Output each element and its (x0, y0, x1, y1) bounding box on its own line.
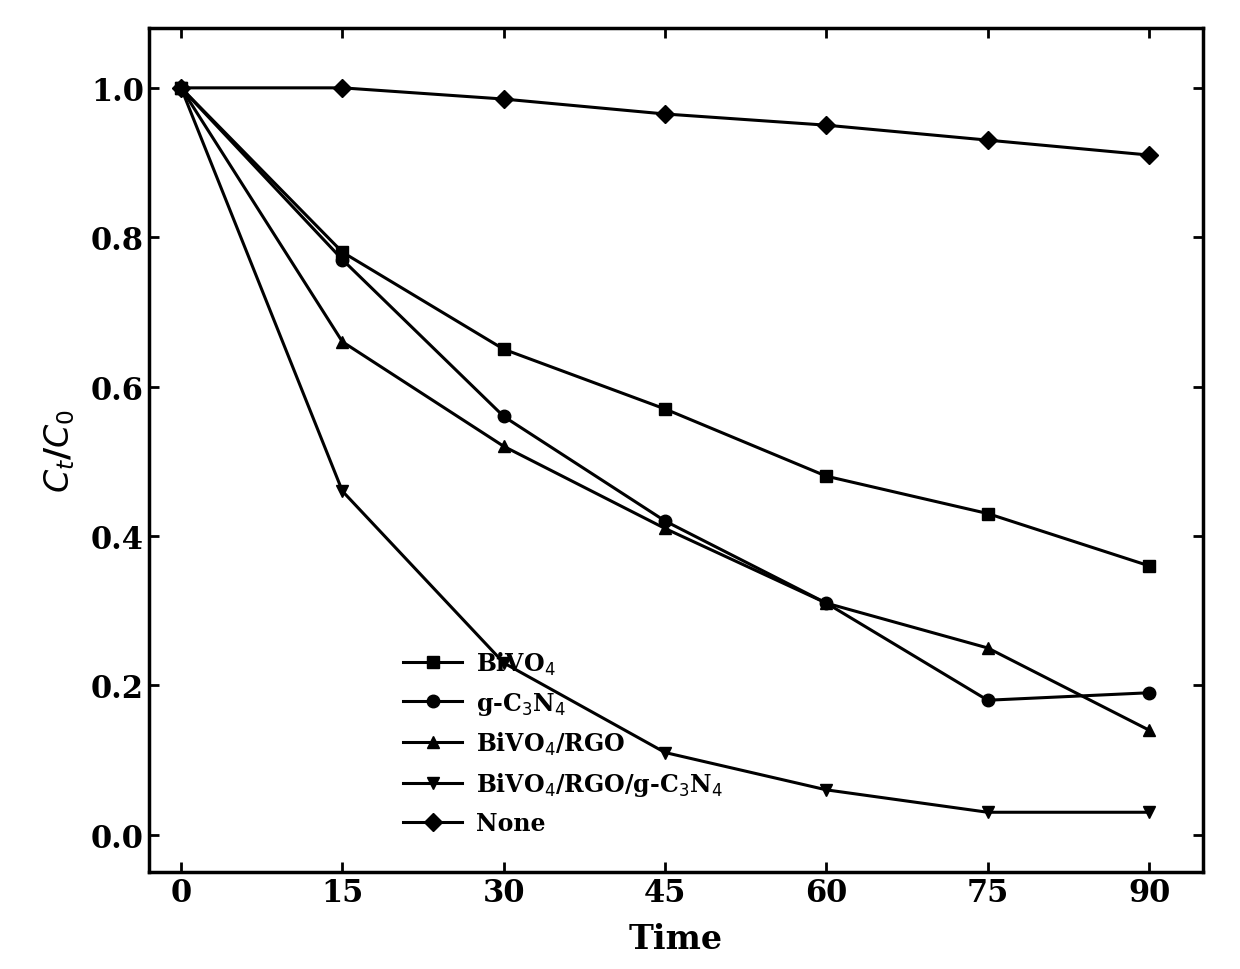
Line: BiVO$_4$: BiVO$_4$ (175, 82, 1156, 573)
BiVO$_4$/RGO (981, 642, 996, 654)
BiVO$_4$/RGO (1142, 725, 1157, 736)
g-C$_3$N$_4$ (657, 516, 672, 527)
BiVO$_4$ (496, 344, 511, 356)
None (335, 83, 350, 95)
g-C$_3$N$_4$ (981, 695, 996, 706)
BiVO$_4$/RGO/g-C$_3$N$_4$ (818, 784, 833, 796)
BiVO$_4$/RGO/g-C$_3$N$_4$ (174, 83, 188, 95)
BiVO$_4$ (174, 83, 188, 95)
BiVO$_4$ (981, 508, 996, 519)
BiVO$_4$/RGO/g-C$_3$N$_4$ (1142, 806, 1157, 818)
Line: BiVO$_4$/RGO/g-C$_3$N$_4$: BiVO$_4$/RGO/g-C$_3$N$_4$ (175, 82, 1156, 819)
X-axis label: Time: Time (629, 922, 723, 954)
BiVO$_4$/RGO (335, 336, 350, 348)
None (496, 94, 511, 106)
BiVO$_4$/RGO (496, 441, 511, 453)
None (174, 83, 188, 95)
Y-axis label: $C_t$/$C_0$: $C_t$/$C_0$ (42, 409, 77, 492)
Line: BiVO$_4$/RGO: BiVO$_4$/RGO (175, 82, 1156, 736)
None (981, 135, 996, 146)
g-C$_3$N$_4$ (1142, 687, 1157, 699)
BiVO$_4$/RGO/g-C$_3$N$_4$ (657, 747, 672, 759)
BiVO$_4$/RGO (818, 598, 833, 610)
BiVO$_4$/RGO (657, 523, 672, 535)
BiVO$_4$ (657, 404, 672, 416)
None (818, 120, 833, 132)
BiVO$_4$/RGO (174, 83, 188, 95)
BiVO$_4$ (1142, 560, 1157, 572)
g-C$_3$N$_4$ (174, 83, 188, 95)
None (657, 109, 672, 121)
g-C$_3$N$_4$ (818, 598, 833, 610)
Legend: BiVO$_4$, g-C$_3$N$_4$, BiVO$_4$/RGO, BiVO$_4$/RGO/g-C$_3$N$_4$, None: BiVO$_4$, g-C$_3$N$_4$, BiVO$_4$/RGO, Bi… (403, 650, 723, 835)
g-C$_3$N$_4$ (335, 255, 350, 266)
Line: None: None (175, 82, 1156, 162)
BiVO$_4$ (335, 247, 350, 259)
BiVO$_4$/RGO/g-C$_3$N$_4$ (496, 657, 511, 669)
None (1142, 150, 1157, 162)
BiVO$_4$/RGO/g-C$_3$N$_4$ (981, 806, 996, 818)
BiVO$_4$ (818, 471, 833, 483)
Line: g-C$_3$N$_4$: g-C$_3$N$_4$ (175, 82, 1156, 706)
g-C$_3$N$_4$ (496, 411, 511, 422)
BiVO$_4$/RGO/g-C$_3$N$_4$ (335, 485, 350, 497)
